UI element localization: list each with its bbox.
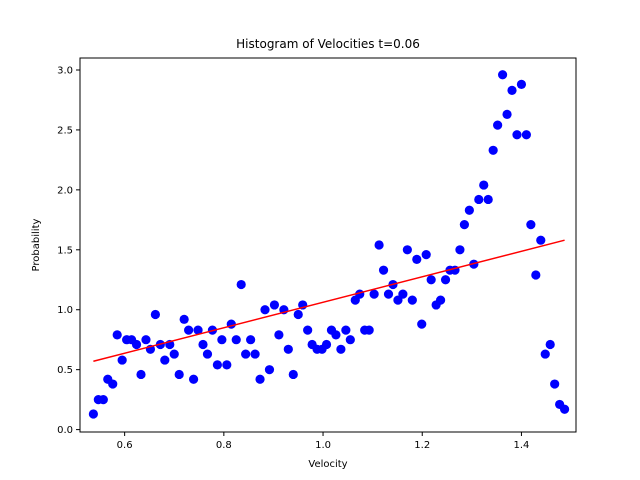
data-point bbox=[383, 289, 394, 299]
data-point bbox=[493, 120, 503, 130]
data-point bbox=[497, 70, 508, 80]
data-point bbox=[321, 339, 332, 350]
data-point bbox=[526, 220, 536, 230]
data-point bbox=[341, 325, 351, 335]
data-point bbox=[255, 374, 265, 384]
data-point bbox=[283, 344, 293, 354]
data-point bbox=[136, 369, 146, 380]
data-point bbox=[112, 330, 122, 340]
x-axis-ticks: 0.6 0.8 1.0 1.2 1.4 bbox=[117, 432, 529, 451]
data-point bbox=[512, 130, 522, 140]
data-point bbox=[488, 145, 498, 155]
data-point bbox=[374, 240, 384, 250]
data-point bbox=[98, 395, 108, 405]
x-axis-label: Velocity bbox=[308, 459, 347, 470]
y-tick-label: 1.5 bbox=[57, 245, 73, 256]
data-point bbox=[241, 349, 251, 359]
data-point bbox=[455, 245, 465, 255]
data-point bbox=[540, 349, 550, 359]
y-tick-label: 1.0 bbox=[57, 305, 73, 316]
y-axis-label: Probability bbox=[31, 218, 42, 271]
data-point bbox=[521, 130, 532, 140]
data-point bbox=[202, 349, 213, 359]
data-point bbox=[435, 295, 446, 305]
data-point bbox=[260, 305, 270, 315]
data-point bbox=[336, 344, 346, 354]
data-point bbox=[217, 335, 227, 345]
data-point bbox=[407, 295, 417, 305]
data-point bbox=[426, 275, 436, 285]
data-point bbox=[345, 335, 355, 345]
data-point bbox=[293, 309, 303, 320]
data-point bbox=[212, 360, 222, 370]
data-point bbox=[160, 355, 170, 365]
y-axis-ticks: 0.0 0.5 1.0 1.5 2.0 2.5 3.0 bbox=[57, 65, 80, 436]
data-point bbox=[88, 409, 98, 419]
data-point bbox=[174, 369, 184, 380]
data-point bbox=[188, 374, 199, 384]
data-point bbox=[108, 379, 118, 389]
data-point bbox=[474, 194, 484, 205]
data-point bbox=[412, 254, 422, 264]
data-point bbox=[483, 194, 493, 205]
data-point bbox=[269, 300, 280, 310]
data-point bbox=[184, 325, 194, 335]
x-tick-label: 1.0 bbox=[315, 440, 331, 451]
data-point bbox=[117, 355, 127, 365]
data-point bbox=[550, 379, 560, 389]
data-point bbox=[169, 349, 179, 359]
y-tick-label: 2.5 bbox=[57, 125, 73, 136]
fit-line bbox=[93, 239, 565, 363]
data-point bbox=[222, 360, 232, 370]
data-point bbox=[193, 325, 203, 335]
plot-marks bbox=[88, 70, 570, 419]
data-point bbox=[464, 205, 474, 215]
y-tick-label: 0.5 bbox=[57, 365, 73, 376]
data-point bbox=[131, 339, 142, 350]
data-point bbox=[440, 275, 451, 285]
data-point bbox=[398, 289, 408, 299]
data-point bbox=[198, 339, 208, 350]
data-point bbox=[369, 289, 379, 299]
data-point bbox=[303, 325, 313, 335]
data-point bbox=[246, 335, 256, 345]
data-point bbox=[141, 335, 151, 345]
data-point bbox=[236, 279, 246, 290]
data-point bbox=[331, 330, 341, 340]
plot-frame bbox=[79, 57, 577, 433]
data-point bbox=[545, 339, 555, 350]
data-point bbox=[150, 309, 160, 320]
data-point bbox=[421, 249, 431, 260]
data-point bbox=[417, 319, 427, 329]
data-point bbox=[502, 109, 512, 119]
data-point bbox=[364, 325, 374, 335]
data-point bbox=[378, 265, 389, 275]
y-tick-label: 2.0 bbox=[57, 185, 73, 196]
data-point bbox=[479, 180, 489, 190]
data-point bbox=[250, 349, 260, 359]
x-tick-label: 0.6 bbox=[117, 440, 133, 451]
y-tick-label: 0.0 bbox=[57, 425, 73, 436]
y-tick-label: 3.0 bbox=[57, 65, 73, 76]
data-point bbox=[402, 245, 412, 255]
data-point bbox=[507, 85, 517, 95]
data-point bbox=[288, 369, 298, 380]
data-point bbox=[459, 220, 469, 230]
data-point bbox=[264, 365, 275, 375]
data-point bbox=[536, 235, 546, 245]
x-tick-label: 1.2 bbox=[414, 440, 430, 451]
data-point bbox=[531, 270, 541, 280]
data-point bbox=[559, 404, 570, 414]
data-point bbox=[516, 79, 527, 89]
data-point bbox=[179, 314, 189, 324]
chart-title: Histogram of Velocities t=0.06 bbox=[236, 37, 420, 51]
x-tick-label: 1.4 bbox=[513, 440, 529, 451]
data-point bbox=[231, 335, 241, 345]
data-point bbox=[274, 330, 284, 340]
x-tick-label: 0.8 bbox=[216, 440, 232, 451]
